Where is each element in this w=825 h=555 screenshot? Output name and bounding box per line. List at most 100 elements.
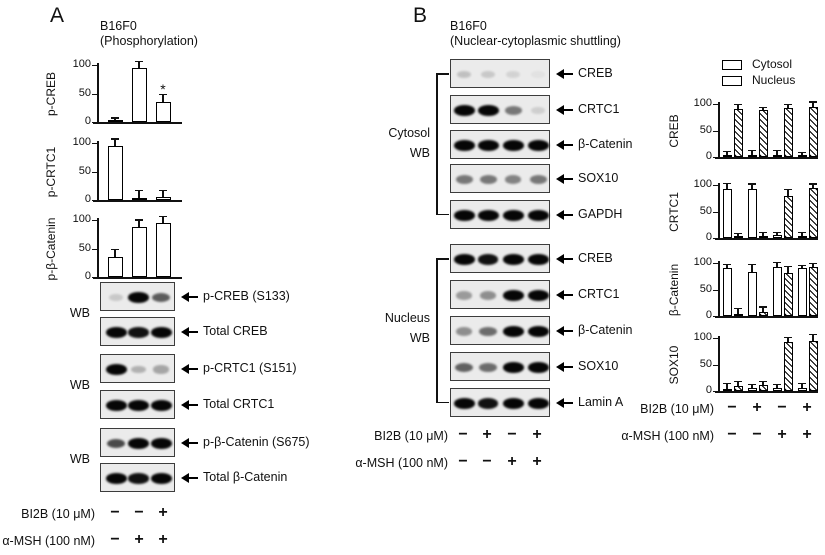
treatment-sign: − <box>507 426 517 443</box>
blot-band <box>150 438 172 449</box>
blot-band <box>128 473 149 484</box>
tick-label: 100 <box>72 136 91 148</box>
tick-label: 50 <box>699 357 712 370</box>
error-bar-cap <box>111 138 119 140</box>
tick-mark <box>92 93 97 95</box>
bar-cytosol <box>722 268 732 316</box>
blot-label: Total CRTC1 <box>203 396 275 411</box>
error-bar <box>787 188 789 196</box>
error-bar <box>751 264 753 272</box>
x-axis <box>715 157 818 159</box>
error-bar-cap <box>723 182 731 185</box>
arrow-left-icon <box>556 397 573 408</box>
blot-band <box>150 327 172 338</box>
error-bar <box>751 149 753 155</box>
legend-label-nucleus: Nucleus <box>752 73 796 87</box>
panel-b-title-line1: B16F0 <box>450 19 487 33</box>
blot-band <box>477 140 499 151</box>
error-bar <box>162 216 164 223</box>
blot-band <box>527 362 549 373</box>
bar <box>131 67 147 122</box>
bar-cytosol <box>747 154 757 157</box>
y-axis <box>718 261 720 316</box>
cytosol-bracket-vertical <box>436 73 438 215</box>
treatment-sign: − <box>458 453 468 470</box>
bar-nucleus <box>758 385 768 391</box>
blot-band <box>527 210 549 221</box>
error-bar <box>801 382 803 389</box>
error-bar-cap <box>784 336 792 339</box>
blot-label: β-Catenin <box>578 322 633 337</box>
blot-band <box>504 175 522 184</box>
blot-band <box>527 140 549 151</box>
blot-band <box>150 400 172 411</box>
blot-label: CRTC1 <box>578 286 620 301</box>
blot-box <box>450 352 550 381</box>
cytosol-bracket-top <box>436 73 449 75</box>
error-bar <box>776 231 778 235</box>
tick-mark <box>713 238 718 240</box>
blot-band <box>453 254 475 265</box>
blot-box <box>450 95 550 124</box>
error-bar-cap <box>759 306 767 308</box>
blot-band <box>529 175 547 184</box>
bar <box>155 197 171 200</box>
arrow-left-icon <box>556 173 573 184</box>
treatment-label: α-MSH (100 nM) <box>355 456 448 470</box>
error-bar-cap <box>809 183 817 185</box>
treatment-sign: + <box>802 426 812 443</box>
panel-a-letter: A <box>50 4 65 27</box>
bar-cytosol <box>772 388 782 391</box>
blot-label: SOX10 <box>578 358 619 373</box>
blot-band <box>105 473 127 484</box>
significance-asterisk: * <box>160 80 166 97</box>
arrow-left-icon <box>556 104 573 115</box>
tick-label: 0 <box>84 270 91 282</box>
blot-band <box>527 254 549 265</box>
tick-label: 50 <box>699 282 712 295</box>
error-bar <box>801 265 803 269</box>
arrow-left-icon <box>181 363 198 374</box>
bar-nucleus <box>808 267 818 316</box>
wb-label-2: WB <box>69 378 90 392</box>
arrow-left-icon <box>181 326 198 337</box>
arrow-left-icon <box>556 68 573 79</box>
blot-label: CREB <box>578 250 613 265</box>
error-bar <box>726 182 728 190</box>
error-bar <box>737 380 739 387</box>
bar-nucleus <box>808 187 818 238</box>
bar-cytosol <box>722 189 732 238</box>
blot-band <box>153 365 169 374</box>
tick-mark <box>713 157 718 159</box>
bar-nucleus <box>758 311 768 316</box>
blot-band <box>108 293 124 302</box>
bar-nucleus <box>783 272 793 316</box>
blot-label: Total CREB <box>203 323 268 338</box>
blot-band <box>502 290 524 301</box>
arrow-left-icon <box>181 291 198 302</box>
error-bar <box>812 334 814 341</box>
blot-band <box>453 398 475 409</box>
tick-mark <box>92 248 97 250</box>
blot-band <box>477 254 499 265</box>
blot-box <box>450 59 550 88</box>
treatment-sign: + <box>752 399 762 416</box>
blot-band <box>479 363 497 372</box>
bar <box>155 222 171 277</box>
error-bar <box>762 106 764 111</box>
error-bar <box>114 117 116 120</box>
y-axis <box>718 102 720 157</box>
tick-mark <box>92 122 97 124</box>
error-bar <box>138 61 140 68</box>
tick-mark <box>713 211 718 213</box>
blot-box <box>450 200 550 229</box>
arrow-left-icon <box>556 139 573 150</box>
bar-nucleus <box>733 314 743 316</box>
bar-cytosol <box>722 388 732 391</box>
blot-box <box>100 428 175 457</box>
error-bar-cap <box>798 382 806 384</box>
tick-label: 0 <box>84 193 91 205</box>
chart-ylabel: p-CREB <box>44 71 59 116</box>
y-axis <box>718 183 720 238</box>
